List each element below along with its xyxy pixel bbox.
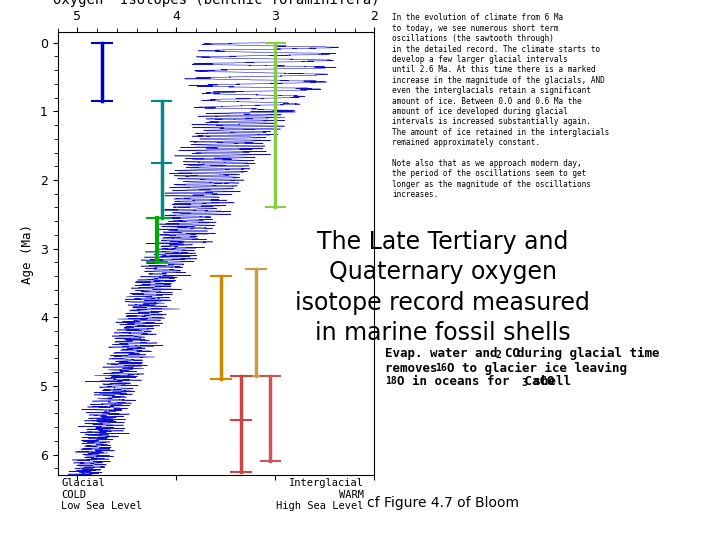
Text: during glacial time: during glacial time — [502, 347, 660, 360]
Text: Interglacial
WARM
High Sea Level: Interglacial WARM High Sea Level — [276, 478, 364, 511]
Text: In the evolution of climate from 6 Ma
to today, we see numerous short term
oscil: In the evolution of climate from 6 Ma to… — [392, 14, 610, 199]
Text: cf Figure 4.7 of Bloom: cf Figure 4.7 of Bloom — [366, 496, 519, 510]
Text: Glacial
COLD
Low Sea Level: Glacial COLD Low Sea Level — [61, 478, 143, 511]
Text: 16: 16 — [435, 363, 447, 374]
Y-axis label: Age (Ma): Age (Ma) — [22, 224, 35, 284]
Text: O in oceans for  CaCO: O in oceans for CaCO — [397, 375, 555, 388]
Text: removes: removes — [385, 362, 445, 375]
Text: O to glacier ice leaving: O to glacier ice leaving — [447, 362, 627, 375]
Text: shell: shell — [526, 375, 571, 388]
Text: 18: 18 — [385, 376, 397, 387]
Text: The Late Tertiary and
Quaternary oxygen
isotope record measured
in marine fossil: The Late Tertiary and Quaternary oxygen … — [295, 230, 590, 346]
Text: 2: 2 — [496, 350, 502, 360]
Text: 3: 3 — [521, 378, 527, 388]
X-axis label: Oxygen  Isotopes (benthic foraminifera): Oxygen Isotopes (benthic foraminifera) — [53, 0, 379, 7]
Text: Evap. water and CO: Evap. water and CO — [385, 347, 521, 360]
